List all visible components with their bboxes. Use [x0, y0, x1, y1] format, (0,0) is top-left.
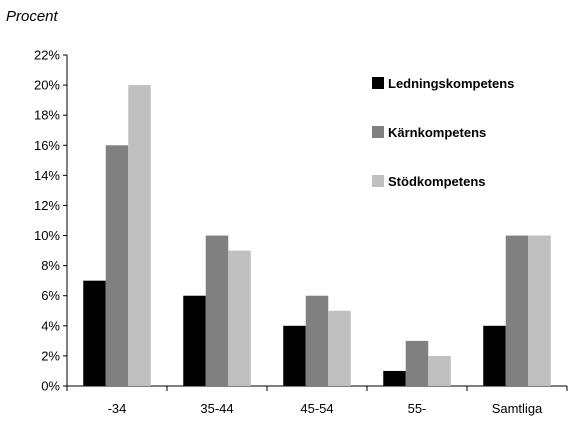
legend-swatch	[372, 126, 384, 138]
y-tick-label: 14%	[34, 168, 60, 183]
y-tick-label: 10%	[34, 228, 60, 243]
y-axis-label: Procent	[6, 8, 58, 25]
y-tick-label: 16%	[34, 138, 60, 153]
legend-label: Ledningskompetens	[388, 76, 514, 91]
x-tick-label: 45-54	[300, 401, 333, 416]
bar	[128, 85, 151, 386]
x-tick-label: Samtliga	[492, 401, 543, 416]
bar	[428, 355, 451, 386]
bar	[205, 235, 229, 386]
y-tick-label: 22%	[34, 48, 60, 63]
bar	[528, 235, 551, 386]
x-tick-label: -34	[108, 401, 127, 416]
y-tick-label: 8%	[41, 258, 60, 273]
y-tick-label: 18%	[34, 108, 60, 123]
bar	[283, 325, 306, 386]
y-tick-label: 0%	[41, 379, 60, 394]
legend-label: Kärnkompetens	[388, 125, 486, 140]
bar	[228, 250, 251, 386]
bar	[483, 325, 506, 386]
y-tick-label: 2%	[41, 348, 60, 363]
bar	[383, 370, 406, 386]
bar	[83, 280, 106, 386]
bar	[105, 145, 129, 386]
legend-swatch	[372, 77, 384, 89]
bar	[183, 295, 206, 386]
y-tick-label: 6%	[41, 288, 60, 303]
bar	[305, 295, 329, 386]
legend-label: Stödkompetens	[388, 174, 486, 189]
y-tick-label: 20%	[34, 78, 60, 93]
y-tick-label: 4%	[41, 318, 60, 333]
y-tick-label: 12%	[34, 198, 60, 213]
bar	[505, 235, 529, 386]
bar	[405, 340, 429, 386]
x-tick-label: 35-44	[200, 401, 233, 416]
bar	[328, 310, 351, 386]
x-tick-label: 55-	[408, 401, 427, 416]
legend-swatch	[372, 175, 384, 187]
